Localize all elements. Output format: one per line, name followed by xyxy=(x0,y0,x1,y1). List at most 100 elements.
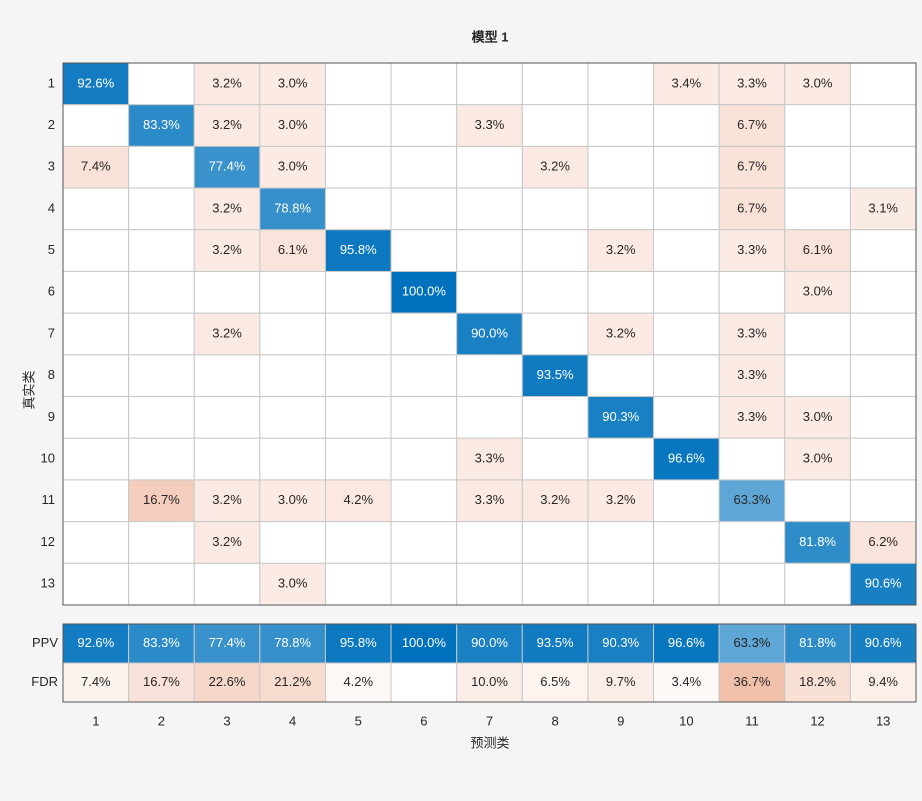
cell xyxy=(521,662,589,703)
cell xyxy=(62,623,130,664)
value-label: 21.2% xyxy=(274,674,311,689)
empty-cell xyxy=(62,229,130,272)
cell xyxy=(653,662,720,703)
empty-cell xyxy=(587,437,655,481)
empty-cell xyxy=(587,145,655,189)
empty-cell xyxy=(849,312,917,356)
value-label: 6.1% xyxy=(803,242,833,257)
value-label: 3.2% xyxy=(540,159,570,174)
empty-cell xyxy=(653,396,720,439)
value-label: 6.2% xyxy=(868,534,898,549)
empty-cell xyxy=(324,521,392,564)
value-label: 3.4% xyxy=(672,75,702,90)
cell xyxy=(193,187,261,231)
empty-cell xyxy=(849,229,917,272)
empty-cell xyxy=(718,437,786,481)
value-label: 9.7% xyxy=(606,674,636,689)
cell xyxy=(784,623,851,664)
empty-cell xyxy=(653,104,720,147)
empty-cell xyxy=(324,562,392,606)
cell xyxy=(62,62,130,106)
value-label: 4.2% xyxy=(343,674,373,689)
y-tick-label: 9 xyxy=(48,409,55,424)
y-tick-label: 4 xyxy=(48,200,55,215)
value-label: 3.3% xyxy=(737,325,767,340)
y-tick-label: 6 xyxy=(48,284,55,299)
x-tick-label: 9 xyxy=(617,713,624,728)
value-label: 4.2% xyxy=(343,492,373,507)
value-label: 3.2% xyxy=(212,75,242,90)
value-label: 3.0% xyxy=(278,117,308,132)
empty-cell xyxy=(587,104,655,147)
empty-cell xyxy=(62,396,130,439)
y-tick-label: 7 xyxy=(48,325,55,340)
summary-frame xyxy=(62,623,917,703)
cell xyxy=(521,145,589,189)
value-label: 22.6% xyxy=(209,674,246,689)
empty-cell xyxy=(784,145,851,189)
y-tick-label: 1 xyxy=(48,75,55,90)
value-label: 92.6% xyxy=(77,635,114,650)
value-label: 3.0% xyxy=(803,75,833,90)
empty-cell xyxy=(390,229,458,272)
value-label: 3.2% xyxy=(606,242,636,257)
value-label: 96.6% xyxy=(668,451,705,466)
cell xyxy=(259,145,326,189)
cell xyxy=(718,229,786,272)
empty-cell xyxy=(653,270,720,314)
empty-cell xyxy=(259,521,326,564)
empty-cell xyxy=(390,62,458,106)
x-tick-label: 8 xyxy=(551,713,558,728)
x-tick-label: 2 xyxy=(158,713,165,728)
x-tick-label: 1 xyxy=(92,713,99,728)
empty-cell xyxy=(193,354,261,398)
empty-cell xyxy=(653,145,720,189)
empty-cell xyxy=(456,187,523,231)
y-tick-label: 10 xyxy=(41,451,55,466)
cell xyxy=(456,479,523,523)
x-tick-label: 12 xyxy=(810,713,824,728)
cell xyxy=(784,521,851,564)
summary-row-label: PPV xyxy=(32,635,58,650)
empty-cell xyxy=(784,104,851,147)
value-label: 81.8% xyxy=(799,534,836,549)
empty-cell xyxy=(324,145,392,189)
value-label: 90.6% xyxy=(865,635,902,650)
value-label: 3.0% xyxy=(278,159,308,174)
value-label: 95.8% xyxy=(340,242,377,257)
empty-cell xyxy=(128,187,195,231)
empty-cell xyxy=(62,270,130,314)
value-label: 6.7% xyxy=(737,117,767,132)
value-label: 16.7% xyxy=(143,492,180,507)
empty-cell xyxy=(390,396,458,439)
empty-cell xyxy=(784,354,851,398)
cell xyxy=(128,479,195,523)
empty-cell xyxy=(521,396,589,439)
empty-cell xyxy=(849,62,917,106)
empty-cell xyxy=(587,270,655,314)
empty-cell xyxy=(62,187,130,231)
value-label: 7.4% xyxy=(81,674,111,689)
cell xyxy=(784,662,851,703)
cell xyxy=(259,229,326,272)
cell xyxy=(259,562,326,606)
value-label: 3.2% xyxy=(212,492,242,507)
cell xyxy=(587,479,655,523)
empty-cell xyxy=(324,187,392,231)
empty-cell xyxy=(587,187,655,231)
empty-cell xyxy=(62,521,130,564)
matrix-frame xyxy=(62,62,917,606)
empty-cell xyxy=(521,521,589,564)
x-axis-label: 预测类 xyxy=(470,735,509,750)
value-label: 3.2% xyxy=(212,242,242,257)
empty-cell xyxy=(128,62,195,106)
cell xyxy=(259,479,326,523)
empty-cell xyxy=(128,521,195,564)
value-label: 3.2% xyxy=(606,325,636,340)
x-tick-label: 13 xyxy=(876,713,890,728)
empty-cell xyxy=(390,187,458,231)
value-label: 3.3% xyxy=(475,117,505,132)
cell xyxy=(456,104,523,147)
empty-cell xyxy=(718,521,786,564)
cell xyxy=(653,437,720,481)
